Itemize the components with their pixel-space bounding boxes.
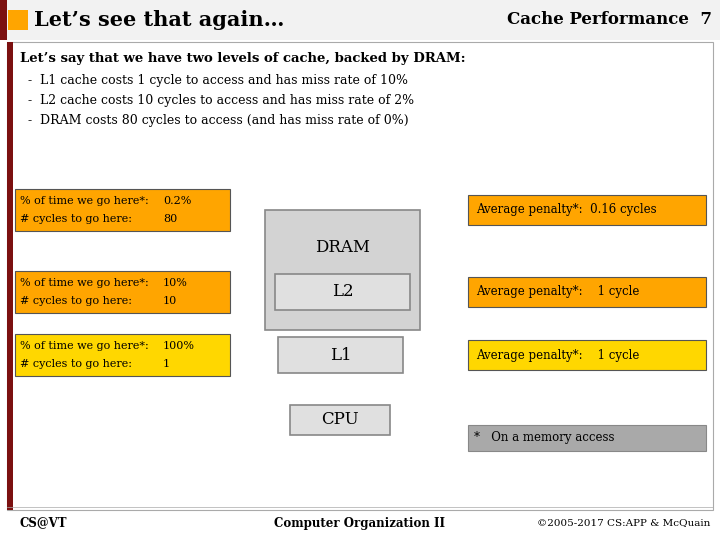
Bar	[15, 271, 230, 313]
Text: Average penalty*:  0.16 cycles: Average penalty*: 0.16 cycles	[476, 204, 657, 217]
Text: Average penalty*:    1 cycle: Average penalty*: 1 cycle	[476, 286, 639, 299]
Bar	[468, 425, 706, 451]
Text: -: -	[28, 74, 32, 87]
Text: L1 cache costs 1 cycle to access and has miss rate of 10%: L1 cache costs 1 cycle to access and has…	[40, 74, 408, 87]
Text: L2: L2	[332, 284, 354, 300]
Text: *   On a memory access: * On a memory access	[474, 431, 614, 444]
Text: Let’s say that we have two levels of cache, backed by DRAM:: Let’s say that we have two levels of cac…	[20, 52, 466, 65]
Text: 100%: 100%	[163, 341, 195, 351]
Bar	[275, 274, 410, 310]
Text: Cache Performance  7: Cache Performance 7	[507, 11, 712, 29]
Text: # cycles to go here:: # cycles to go here:	[20, 359, 132, 369]
Text: CPU: CPU	[321, 411, 359, 429]
Text: 10%: 10%	[163, 278, 188, 288]
Text: % of time we go here*:: % of time we go here*:	[20, 196, 149, 206]
Bar	[7, 42, 713, 510]
Text: -: -	[28, 114, 32, 127]
Bar	[468, 277, 706, 307]
Text: L2 cache costs 10 cycles to access and has miss rate of 2%: L2 cache costs 10 cycles to access and h…	[40, 94, 414, 107]
Text: # cycles to go here:: # cycles to go here:	[20, 296, 132, 306]
Text: Computer Organization II: Computer Organization II	[274, 516, 446, 530]
Text: 1: 1	[163, 359, 170, 369]
Bar	[290, 405, 390, 435]
Text: DRAM costs 80 cycles to access (and has miss rate of 0%): DRAM costs 80 cycles to access (and has …	[40, 114, 409, 127]
Bar	[0, 0, 720, 40]
Text: L1: L1	[330, 347, 351, 363]
Bar	[7, 42, 13, 510]
Bar	[265, 210, 420, 330]
Bar	[0, 0, 7, 40]
Text: Let’s see that again…: Let’s see that again…	[34, 10, 284, 30]
Text: 10: 10	[163, 296, 177, 306]
Text: 80: 80	[163, 214, 177, 224]
Bar	[468, 340, 706, 370]
Bar	[15, 189, 230, 231]
Text: ©2005-2017 CS:APP & McQuain: ©2005-2017 CS:APP & McQuain	[536, 518, 710, 528]
Bar	[468, 195, 706, 225]
Text: % of time we go here*:: % of time we go here*:	[20, 341, 149, 351]
Bar	[278, 337, 403, 373]
Text: Average penalty*:    1 cycle: Average penalty*: 1 cycle	[476, 348, 639, 361]
Bar	[8, 10, 28, 30]
Text: 0.2%: 0.2%	[163, 196, 192, 206]
Text: # cycles to go here:: # cycles to go here:	[20, 214, 132, 224]
Text: CS@VT: CS@VT	[20, 516, 68, 530]
Text: -: -	[28, 94, 32, 107]
Bar	[15, 334, 230, 376]
Text: DRAM: DRAM	[315, 240, 370, 256]
Text: % of time we go here*:: % of time we go here*:	[20, 278, 149, 288]
